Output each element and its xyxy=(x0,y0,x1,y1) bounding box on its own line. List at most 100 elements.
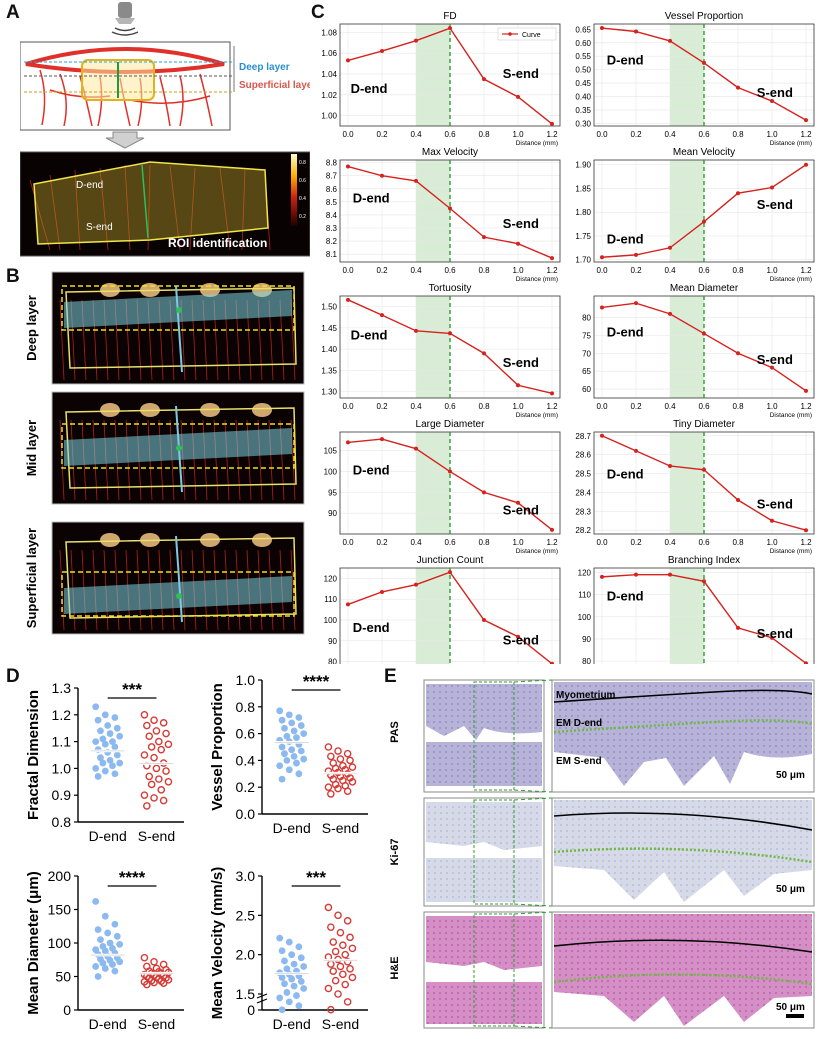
x-tick-label: 0.6 xyxy=(698,538,710,547)
panel-e-histology: PAS Myometrium EM D-end EM S-end 50 μm K… xyxy=(389,679,815,1029)
data-point xyxy=(295,714,303,721)
axis-break xyxy=(256,993,268,1004)
data-point xyxy=(143,721,151,730)
y-tick-label: 0.4 xyxy=(236,752,256,768)
y-tick-label: 95 xyxy=(328,488,337,497)
ultrasound-probe-icon xyxy=(111,2,139,36)
data-point xyxy=(380,313,384,318)
data-point xyxy=(290,982,298,990)
data-point xyxy=(343,998,352,1006)
data-point xyxy=(288,719,296,727)
em-s-end-label: EM S-end xyxy=(556,756,602,767)
x-tick-label: 0.4 xyxy=(664,266,676,275)
scatter-plot-3: 3.0 2.5 2.0 1.50 Mean Velocity (mm/s) D-end S-… xyxy=(209,867,368,1032)
data-point xyxy=(634,29,638,34)
data-point xyxy=(380,437,384,442)
x-axis-label: Distance (mm) xyxy=(770,412,812,419)
x-tick-label: 1.0 xyxy=(512,402,524,411)
y-tick-label: 0.45 xyxy=(575,79,591,88)
data-point xyxy=(770,518,774,523)
highlight-region xyxy=(670,432,704,534)
y-tick-label: 8.7 xyxy=(326,172,338,181)
data-point xyxy=(297,978,305,985)
y-tick-label: 90 xyxy=(328,637,337,646)
line-chart-4: Tortuosity 1.50 1.45 1.40 1.35 1.30 0.0 0.2 0.4 0… xyxy=(321,283,561,419)
data-point xyxy=(331,947,340,956)
data-point xyxy=(101,740,109,748)
centerline xyxy=(175,535,183,623)
data-point xyxy=(283,732,291,740)
y-tick-label: 100 xyxy=(324,468,338,477)
data-point xyxy=(346,756,354,765)
data-point xyxy=(92,963,100,970)
x-category-label: S-end xyxy=(138,1016,175,1032)
y-tick-label: 8.3 xyxy=(326,224,338,233)
data-point xyxy=(327,752,335,761)
panel-letter-e: E xyxy=(384,666,397,687)
data-point xyxy=(283,965,291,973)
data-point xyxy=(116,940,124,948)
scatter-plot-1: 1.0 0.8 0.6 0.4 0.2 0.0 Vessel Proportion D-end… xyxy=(209,672,368,836)
scatter-plot-0: 1.3 1.2 1.1 1.0 0.9 0.8 Fractal Dimension D-end… xyxy=(25,680,184,844)
y-tick-label: 1.70 xyxy=(575,256,591,265)
highlight-region xyxy=(416,160,450,262)
data-point xyxy=(550,661,554,664)
data-point xyxy=(162,729,170,738)
highlight-region xyxy=(670,568,704,664)
data-point xyxy=(164,778,173,786)
x-tick-label: 1.0 xyxy=(512,130,524,139)
data-point xyxy=(283,989,291,996)
data-point xyxy=(334,747,342,755)
y-tick-label: 1.0 xyxy=(236,672,256,688)
x-tick-label: 1.0 xyxy=(766,130,778,139)
data-point xyxy=(92,703,100,711)
data-point xyxy=(278,947,286,955)
data-point xyxy=(145,732,154,741)
data-point xyxy=(736,351,740,356)
x-tick-label: 0.2 xyxy=(630,266,642,275)
legend-box xyxy=(497,27,557,41)
data-point xyxy=(155,737,163,746)
data-point xyxy=(150,753,158,762)
layer-panel-2: Superficial layer xyxy=(24,521,305,635)
data-point xyxy=(448,206,452,211)
x-axis-label: Distance (mm) xyxy=(516,548,558,555)
d-end-annotation: D-end xyxy=(607,325,644,340)
panel-letter-a: A xyxy=(6,2,20,23)
bright-spot xyxy=(100,403,120,417)
data-point xyxy=(140,791,149,799)
data-point xyxy=(143,980,151,989)
data-point xyxy=(550,391,554,396)
data-point xyxy=(106,756,114,764)
significance-label: **** xyxy=(119,868,146,887)
data-point xyxy=(276,762,284,770)
data-point xyxy=(702,579,706,584)
chart-title: Max Velocity xyxy=(422,147,478,158)
y-tick-label: 28.6 xyxy=(575,451,591,460)
roi-s-end-label: S-end xyxy=(86,222,113,233)
y-tick-label: 120 xyxy=(578,568,592,577)
x-tick-label: 0.6 xyxy=(444,402,456,411)
s-end-annotation: S-end xyxy=(757,85,793,100)
y-tick-label: 1.02 xyxy=(321,91,337,100)
data-point xyxy=(668,311,672,316)
y-tick-label: 8.8 xyxy=(326,159,338,168)
down-arrow-icon xyxy=(105,131,145,149)
data-point xyxy=(300,730,308,737)
y-tick-label: 3.0 xyxy=(236,868,256,884)
x-tick-label: 1.2 xyxy=(800,130,812,139)
data-point xyxy=(150,978,158,987)
data-point xyxy=(140,711,149,719)
data-point xyxy=(147,743,156,751)
y-tick-label: 0.30 xyxy=(575,119,591,128)
data-point xyxy=(285,766,293,774)
data-point xyxy=(634,572,638,577)
data-point xyxy=(516,383,520,388)
y-tick-label: 90 xyxy=(328,509,337,518)
data-point xyxy=(159,979,168,988)
y-tick-label: 1.2 xyxy=(52,707,72,723)
chart-title: Large Diameter xyxy=(416,419,486,430)
x-tick-label: 0.2 xyxy=(630,538,642,547)
data-point xyxy=(104,929,112,937)
x-tick-label: 0.8 xyxy=(478,538,490,547)
